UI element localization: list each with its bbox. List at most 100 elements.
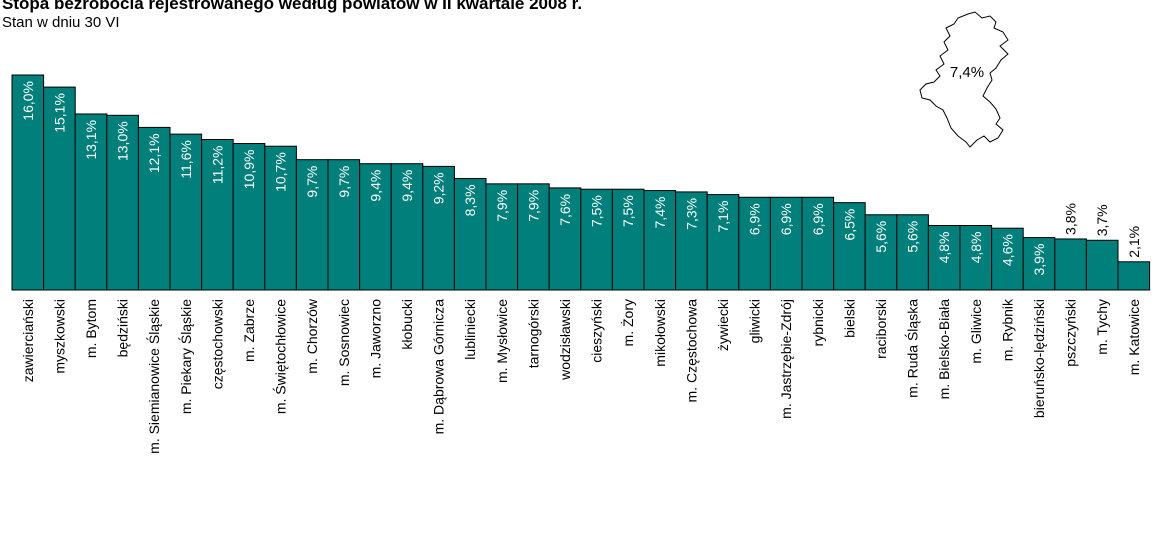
category-label: m. Zabrze bbox=[241, 299, 257, 362]
voivodeship-average-label: 7,4% bbox=[950, 64, 984, 81]
bar-value-label: 12,1% bbox=[146, 133, 162, 173]
bar-value-label: 9,7% bbox=[336, 166, 352, 198]
bar-value-label: 9,4% bbox=[367, 170, 383, 202]
category-label: m. Jaworzno bbox=[367, 299, 383, 379]
bar-value-label: 13,0% bbox=[115, 121, 131, 161]
bar-value-label: 6,9% bbox=[747, 203, 763, 235]
bar-value-label: 5,6% bbox=[905, 221, 921, 253]
bar-value-label: 7,9% bbox=[525, 190, 541, 222]
bar-value-label: 3,7% bbox=[1094, 204, 1110, 236]
bar bbox=[991, 227, 1024, 291]
bar-value-label: 6,5% bbox=[841, 209, 857, 241]
bar bbox=[738, 196, 771, 291]
category-label: m. Dąbrowa Górnicza bbox=[431, 299, 447, 435]
bar-value-label: 7,6% bbox=[557, 194, 573, 226]
bar-value-label: 10,7% bbox=[273, 152, 289, 192]
category-label: gliwicki bbox=[747, 299, 763, 343]
bar bbox=[517, 183, 550, 291]
bar-value-label: 4,6% bbox=[999, 234, 1015, 266]
bar bbox=[1085, 239, 1119, 291]
bar bbox=[169, 133, 203, 291]
bar-value-label: 9,2% bbox=[431, 172, 447, 204]
bar bbox=[927, 225, 961, 291]
category-label: m. Częstochowa bbox=[683, 299, 699, 403]
bar-value-label: 13,1% bbox=[83, 120, 99, 160]
bar bbox=[295, 159, 329, 291]
category-label: m. Ruda Śląska bbox=[904, 299, 921, 398]
category-label: m. Mysłowice bbox=[494, 299, 510, 383]
category-label: m. Bytom bbox=[83, 299, 99, 358]
category-label: będziński bbox=[115, 299, 131, 357]
chart-title: Stopa bezrobocia rejestrowanego według p… bbox=[2, 0, 583, 13]
category-label: m. Tychy bbox=[1094, 299, 1110, 355]
bar-value-label: 10,9% bbox=[241, 150, 257, 190]
bar-value-label: 4,8% bbox=[968, 232, 984, 264]
category-label: lubliniecki bbox=[462, 299, 478, 360]
bar bbox=[264, 145, 297, 291]
bar bbox=[864, 214, 898, 291]
bar-value-label: 7,3% bbox=[683, 198, 699, 230]
category-label: częstochowski bbox=[209, 299, 225, 389]
category-label: kłobucki bbox=[399, 299, 415, 350]
bar-value-label: 16,0% bbox=[20, 81, 36, 121]
category-label: żywiecki bbox=[715, 299, 731, 351]
bar-value-label: 8,3% bbox=[462, 184, 478, 216]
bar-value-label: 7,4% bbox=[652, 197, 668, 229]
bar-value-label: 4,8% bbox=[936, 232, 952, 264]
bar bbox=[11, 74, 45, 291]
bar bbox=[833, 202, 866, 291]
category-label: m. Żory bbox=[619, 299, 636, 346]
bar-value-label: 11,6% bbox=[178, 140, 194, 179]
bar-value-label: 7,5% bbox=[589, 195, 605, 227]
category-label: bieruńsko-lędziński bbox=[1031, 299, 1047, 418]
category-label: pszczyński bbox=[1063, 299, 1079, 367]
bar bbox=[137, 126, 171, 291]
bar bbox=[706, 194, 740, 291]
bar bbox=[232, 143, 266, 291]
bar-value-label: 3,8% bbox=[1063, 203, 1079, 235]
category-label: m. Siemianowice Śląskie bbox=[145, 299, 162, 454]
bar-value-label: 7,1% bbox=[715, 201, 731, 233]
category-label: m. Chorzów bbox=[304, 298, 320, 374]
category-label: m. Bielsko-Biała bbox=[936, 299, 952, 400]
bar bbox=[643, 190, 677, 291]
bar-value-label: 2,1% bbox=[1126, 226, 1142, 258]
bar bbox=[201, 139, 234, 291]
category-label: rybnicki bbox=[810, 299, 826, 346]
bar-value-label: 11,2% bbox=[209, 146, 225, 185]
category-label: wodzisławski bbox=[557, 299, 573, 381]
category-label: m. Rybnik bbox=[999, 298, 1015, 361]
bar bbox=[422, 165, 455, 291]
bar bbox=[327, 159, 361, 291]
category-label: tarnogórski bbox=[525, 299, 541, 368]
bar-value-label: 9,7% bbox=[304, 166, 320, 198]
bar-value-label: 7,9% bbox=[494, 190, 510, 222]
category-label: cieszyński bbox=[589, 299, 605, 363]
bar-value-label: 9,4% bbox=[399, 170, 415, 202]
bar-value-label: 6,9% bbox=[778, 203, 794, 235]
category-label: myszkowski bbox=[51, 299, 67, 374]
bar-value-label: 6,9% bbox=[810, 203, 826, 235]
bar bbox=[1117, 261, 1151, 291]
bar bbox=[896, 214, 929, 291]
bar bbox=[801, 196, 835, 291]
bar-value-label: 7,5% bbox=[620, 195, 636, 227]
bar bbox=[548, 187, 582, 291]
category-label: zawierciański bbox=[20, 299, 36, 382]
bar bbox=[959, 225, 993, 291]
voivodeship-outline-icon bbox=[919, 11, 1009, 148]
bar bbox=[106, 114, 139, 291]
bar bbox=[390, 163, 424, 291]
category-label: m. Jastrzębie-Zdrój bbox=[778, 299, 794, 419]
bar-value-label: 5,6% bbox=[873, 221, 889, 253]
category-label: m. Świętochłowice bbox=[272, 299, 289, 414]
category-label: m. Katowice bbox=[1126, 299, 1142, 375]
chart-subtitle: Stan w dniu 30 VI bbox=[2, 14, 120, 31]
category-label: mikołowski bbox=[652, 299, 668, 367]
category-label: m. Sosnowiec bbox=[336, 299, 352, 386]
category-label: raciborski bbox=[873, 299, 889, 359]
bar bbox=[1022, 237, 1056, 291]
bar-value-label: 3,9% bbox=[1031, 244, 1047, 276]
